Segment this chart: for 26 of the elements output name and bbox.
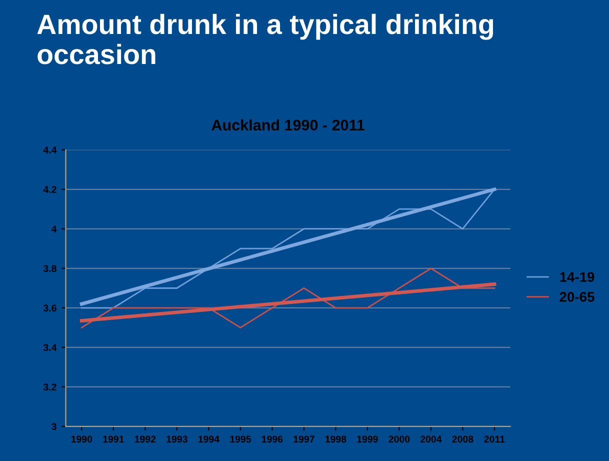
x-tick-label: 1999 (357, 436, 378, 443)
legend-label: 14-19 (560, 272, 594, 282)
x-tick-label: 1992 (134, 436, 156, 443)
x-tick-label: 2004 (420, 436, 442, 443)
y-tick-label: 4 (51, 226, 57, 232)
x-tick-label: 1998 (325, 436, 346, 443)
y-tick-label: 3.6 (43, 304, 56, 312)
y-tick-label: 4.2 (43, 186, 56, 193)
legend-label: 20-65 (560, 292, 594, 302)
y-tick-label: 3.2 (43, 384, 56, 391)
y-tick-label: 3 (52, 423, 56, 430)
y-tick-label: 3.8 (43, 265, 56, 272)
chart-subtitle: Auckland 1990 - 2011 (212, 119, 364, 131)
x-tick-label: 2000 (388, 436, 410, 443)
x-tick-label: 1995 (230, 436, 251, 443)
x-tick-label: 1990 (71, 436, 92, 443)
y-tick-label: 4.4 (43, 146, 57, 154)
x-tick-label: 1993 (166, 436, 188, 443)
y-tick-label: 3.4 (43, 344, 57, 352)
x-tick-label: 1991 (103, 436, 124, 443)
x-tick-label: 1994 (198, 436, 220, 443)
x-tick-label: 2011 (484, 436, 505, 443)
chart-title: Amount drunk in a typical drinking occasion (37, 14, 494, 64)
x-tick-label: 1996 (262, 436, 283, 443)
x-tick-label: 1997 (294, 436, 314, 443)
x-tick-label: 2008 (452, 436, 474, 443)
